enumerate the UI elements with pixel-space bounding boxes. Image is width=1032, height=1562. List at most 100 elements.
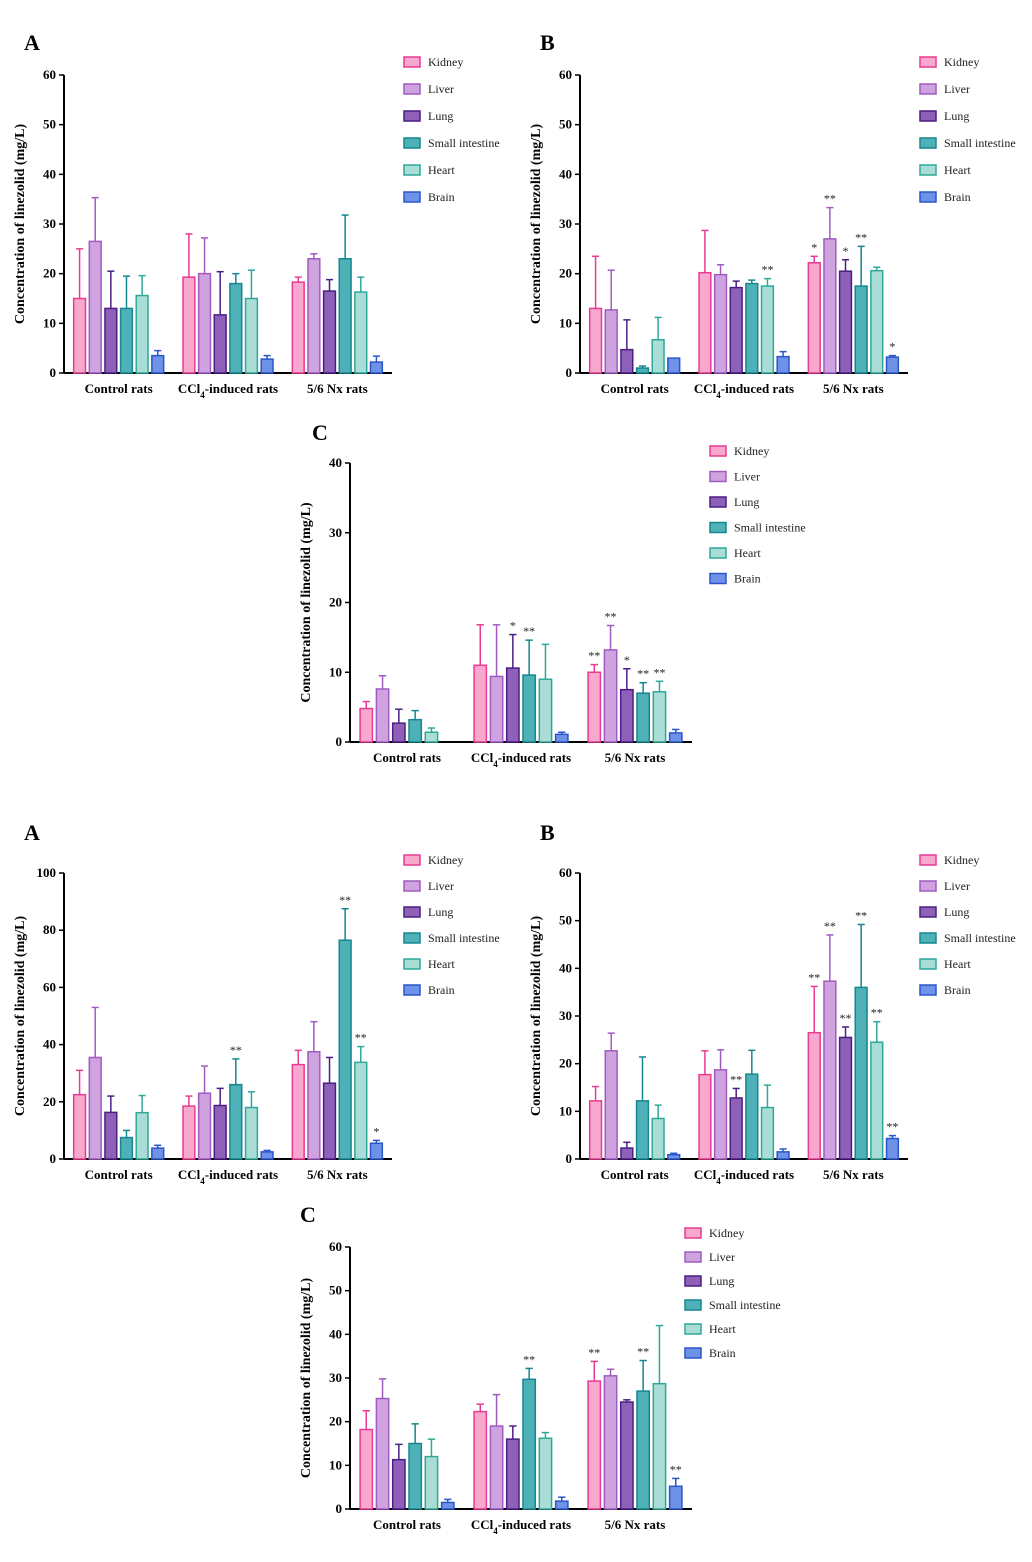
- bar-heart-top-a-5-6-nx-rats: [354, 291, 368, 374]
- y-tick-label-bottom-c-50: 50: [329, 1283, 342, 1298]
- legend-label-liver-top-c: Liver: [734, 470, 760, 484]
- bar-heart-top-c-5-6-nx-rats: [652, 691, 667, 743]
- bar-lung-top-b-5-6-nx-rats: [838, 270, 853, 374]
- y-tick-label-bottom-c-0: 0: [336, 1501, 343, 1516]
- bar-brain-top-c-ccl4-induced-rats: [554, 733, 569, 743]
- panel-label-top-c: C: [312, 420, 328, 445]
- bar-heart-bottom-a-ccl4-induced-rats: [244, 1106, 259, 1160]
- bar-liver-top-c-5-6-nx-rats: [603, 649, 618, 743]
- legend-swatch-kidney-bottom-c: [684, 1227, 702, 1239]
- bar-small-intestine-bottom-b-ccl4-induced-rats: [745, 1073, 759, 1160]
- legend-label-brain-bottom-c: Brain: [709, 1346, 736, 1360]
- bar-brain-bottom-a-control-rats: [151, 1147, 165, 1160]
- legend-label-lung-bottom-c: Lung: [709, 1274, 734, 1288]
- bar-lung-top-b-control-rats: [620, 348, 634, 374]
- legend-label-liver-top-b: Liver: [944, 82, 970, 96]
- bar-lung-bottom-c-control-rats: [391, 1458, 406, 1510]
- legend-swatch-kidney-bottom-b: [919, 854, 937, 866]
- bar-liver-top-c-ccl4-induced-rats: [489, 675, 504, 743]
- y-tick-label-bottom-a-0: 0: [50, 1151, 57, 1166]
- legend-swatch-heart-bottom-a: [403, 958, 421, 970]
- legend-swatch-liver-top-c: [709, 470, 727, 483]
- significance-liver-bottom-b-5-6-nx-rats: **: [824, 919, 836, 933]
- significance-brain-top-b-5-6-nx-rats: *: [889, 340, 895, 354]
- bar-lung-top-c-ccl4-induced-rats: [505, 667, 520, 743]
- bar-kidney-bottom-b-control-rats: [588, 1100, 603, 1160]
- category-label-bottom-a-ccl4-induced-rats: CCl4-induced rats: [178, 1167, 278, 1186]
- panel-label-bottom-c: C: [300, 1202, 316, 1227]
- significance-lung-top-c-ccl4-induced-rats: *: [510, 619, 516, 633]
- bar-heart-bottom-a-5-6-nx-rats: [354, 1061, 368, 1160]
- bar-heart-top-b-control-rats: [651, 338, 665, 374]
- legend-label-small-intestine-bottom-b: Small intestine: [944, 931, 1016, 945]
- bar-liver-bottom-c-5-6-nx-rats: [603, 1375, 618, 1510]
- legend-label-lung-bottom-b: Lung: [944, 905, 969, 919]
- bar-small-intestine-bottom-c-ccl4-induced-rats: [522, 1378, 537, 1510]
- legend-label-liver-bottom-c: Liver: [709, 1250, 735, 1264]
- category-label-top-c-ccl4-induced-rats: CCl4-induced rats: [471, 750, 571, 769]
- legend-swatch-brain-top-b: [919, 191, 937, 203]
- bar-brain-bottom-b-ccl4-induced-rats: [776, 1151, 790, 1160]
- legend-swatch-liver-bottom-b: [919, 880, 937, 892]
- bar-brain-bottom-b-5-6-nx-rats: [885, 1137, 900, 1160]
- legend-swatch-small-intestine-bottom-b: [919, 932, 937, 944]
- significance-brain-bottom-a-5-6-nx-rats: *: [373, 1124, 379, 1138]
- panel-bottom-a: A Concentration of linezolid (mg/L) 0 20 40 6…: [0, 820, 516, 1192]
- legend-label-heart-bottom-a: Heart: [428, 957, 455, 971]
- y-tick-label-bottom-b-60: 60: [559, 865, 572, 880]
- legend-label-kidney-top-c: Kidney: [734, 444, 769, 458]
- legend-swatch-brain-top-c: [709, 572, 727, 585]
- legend-label-lung-top-b: Lung: [944, 109, 969, 123]
- significance-lung-bottom-b-ccl4-induced-rats: **: [730, 1072, 742, 1086]
- y-tick-label-bottom-c-20: 20: [329, 1414, 342, 1429]
- bar-liver-top-b-control-rats: [604, 309, 618, 374]
- legend-label-lung-top-c: Lung: [734, 495, 759, 509]
- bar-small-intestine-bottom-c-control-rats: [408, 1442, 423, 1510]
- legend-swatch-liver-bottom-a: [403, 880, 421, 892]
- panel-label-top-b: B: [540, 30, 555, 55]
- bar-lung-bottom-c-5-6-nx-rats: [619, 1401, 634, 1510]
- category-label-bottom-c-5-6-nx-rats: 5/6 Nx rats: [605, 1517, 666, 1532]
- bar-heart-bottom-b-control-rats: [651, 1117, 665, 1160]
- legend-swatch-small-intestine-bottom-a: [403, 932, 421, 944]
- y-tick-label-top-b-40: 40: [559, 166, 572, 181]
- bar-small-intestine-top-b-ccl4-induced-rats: [745, 282, 759, 374]
- bar-small-intestine-top-c-control-rats: [408, 718, 423, 743]
- significance-kidney-top-b-5-6-nx-rats: *: [811, 240, 817, 254]
- legend-label-kidney-bottom-b: Kidney: [944, 853, 979, 867]
- legend-label-heart-top-c: Heart: [734, 546, 761, 560]
- legend-label-lung-top-a: Lung: [428, 109, 453, 123]
- significance-heart-bottom-b-5-6-nx-rats: **: [871, 1006, 883, 1020]
- significance-small-intestine-top-b-5-6-nx-rats: **: [855, 230, 867, 244]
- legend-label-kidney-bottom-a: Kidney: [428, 853, 463, 867]
- bar-kidney-bottom-b-ccl4-induced-rats: [698, 1073, 712, 1160]
- significance-liver-top-b-5-6-nx-rats: **: [824, 192, 836, 206]
- bar-heart-bottom-c-5-6-nx-rats: [652, 1382, 667, 1510]
- significance-lung-bottom-b-5-6-nx-rats: **: [840, 1011, 852, 1025]
- significance-small-intestine-bottom-b-5-6-nx-rats: **: [855, 908, 867, 922]
- legend-swatch-kidney-top-b: [919, 56, 937, 68]
- bar-small-intestine-bottom-b-5-6-nx-rats: [854, 986, 868, 1160]
- bar-liver-bottom-a-5-6-nx-rats: [307, 1051, 321, 1160]
- significance-liver-top-c-5-6-nx-rats: **: [605, 610, 617, 624]
- bar-brain-top-a-control-rats: [151, 354, 165, 374]
- legend-label-small-intestine-top-a: Small intestine: [428, 136, 500, 150]
- y-tick-label-top-a-60: 60: [43, 67, 56, 82]
- bar-heart-bottom-b-ccl4-induced-rats: [760, 1106, 775, 1160]
- significance-kidney-bottom-b-5-6-nx-rats: **: [808, 970, 820, 984]
- bar-liver-bottom-b-ccl4-induced-rats: [713, 1069, 728, 1160]
- bar-liver-bottom-b-control-rats: [604, 1050, 618, 1160]
- bar-lung-bottom-b-5-6-nx-rats: [838, 1036, 853, 1160]
- y-tick-label-top-c-30: 30: [329, 525, 342, 540]
- category-label-bottom-a-5-6-nx-rats: 5/6 Nx rats: [307, 1167, 368, 1182]
- bar-heart-top-b-ccl4-induced-rats: [760, 285, 775, 374]
- category-label-top-b-5-6-nx-rats: 5/6 Nx rats: [823, 381, 884, 396]
- legend-label-brain-top-a: Brain: [428, 190, 455, 204]
- significance-heart-top-b-ccl4-induced-rats: **: [761, 263, 773, 277]
- y-axis-title-bottom-a: Concentration of linezolid (mg/L): [13, 916, 28, 1117]
- y-tick-label-bottom-c-40: 40: [329, 1326, 342, 1341]
- bar-brain-top-a-ccl4-induced-rats: [260, 358, 274, 374]
- bar-heart-top-c-control-rats: [424, 731, 439, 743]
- chart-bottom-a: A Concentration of linezolid (mg/L) 0 20 40 6…: [13, 820, 500, 1186]
- bar-small-intestine-bottom-b-control-rats: [635, 1100, 650, 1160]
